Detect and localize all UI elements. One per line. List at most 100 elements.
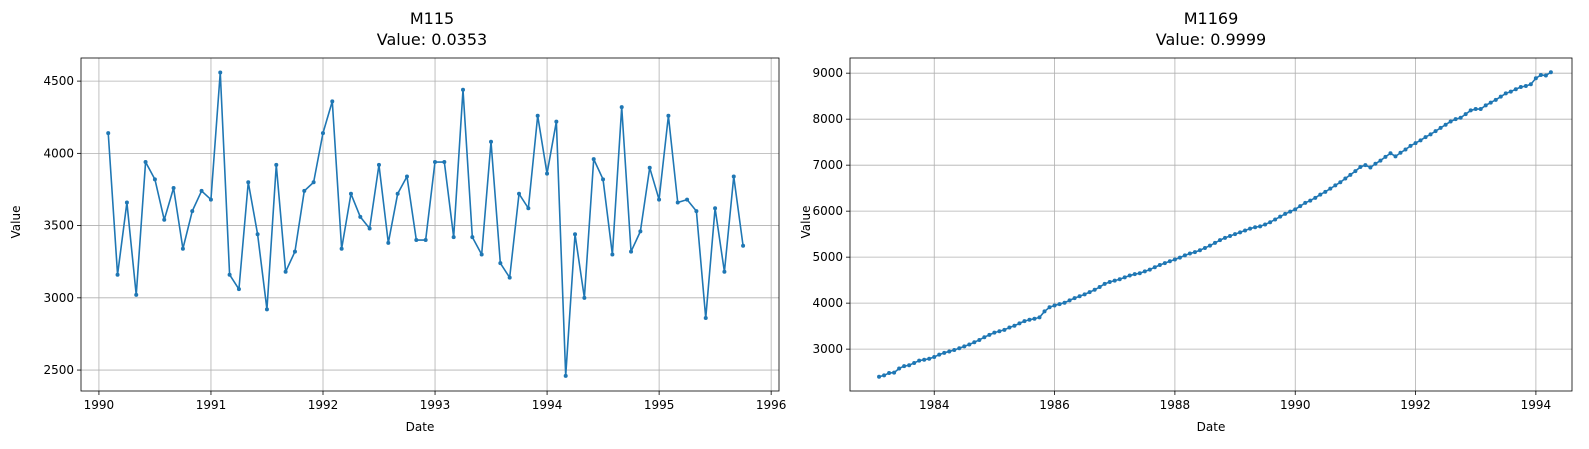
data-point <box>685 197 690 202</box>
y-tick-label: 4500 <box>43 74 74 88</box>
data-point <box>1182 253 1187 258</box>
data-point <box>1152 265 1157 270</box>
data-point <box>1167 259 1172 264</box>
data-point <box>1353 169 1358 174</box>
data-point <box>255 232 260 237</box>
data-point <box>1273 217 1278 222</box>
data-point <box>1042 309 1047 314</box>
data-point <box>414 238 419 243</box>
data-point <box>1318 192 1323 197</box>
data-point <box>917 358 922 363</box>
data-point <box>1228 234 1233 238</box>
data-point <box>947 349 952 354</box>
data-point <box>302 188 307 193</box>
chart-title: M115 <box>410 9 454 28</box>
data-point <box>1548 70 1553 75</box>
data-point <box>713 206 718 211</box>
data-point <box>1278 214 1283 219</box>
x-tick-label: 1984 <box>919 398 950 412</box>
axes-frame <box>849 57 1573 392</box>
data-point <box>1007 325 1012 330</box>
data-point <box>882 373 887 378</box>
data-point <box>741 243 746 248</box>
data-point <box>507 275 512 280</box>
data-point <box>1062 300 1067 305</box>
data-point <box>1132 272 1137 277</box>
data-point <box>535 113 540 118</box>
x-tick-label: 1995 <box>644 398 675 412</box>
data-point <box>1147 267 1152 272</box>
data-point <box>199 188 204 193</box>
data-point <box>1388 151 1393 156</box>
data-point <box>591 157 596 162</box>
x-tick-label: 1992 <box>308 398 339 412</box>
data-point <box>1298 204 1303 209</box>
data-point <box>442 160 447 165</box>
data-point <box>115 272 120 277</box>
data-point <box>339 246 344 251</box>
data-point <box>1217 238 1222 243</box>
data-point <box>106 131 111 136</box>
data-point <box>1308 198 1313 203</box>
data-point <box>517 191 522 196</box>
data-point <box>1122 275 1127 280</box>
x-tick-label: 1990 <box>1280 398 1311 412</box>
data-point <box>922 357 927 362</box>
data-point <box>1172 257 1177 262</box>
data-point <box>526 206 531 211</box>
data-point <box>395 191 400 196</box>
y-axis-label: Value <box>799 206 813 239</box>
data-point <box>479 252 484 257</box>
data-point <box>171 186 176 191</box>
x-tick-label: 1994 <box>1521 398 1552 412</box>
data-point <box>972 340 977 345</box>
data-point <box>1443 122 1448 127</box>
y-tick-label: 4000 <box>812 296 843 310</box>
data-point <box>907 363 912 368</box>
data-point <box>1368 165 1373 170</box>
x-tick-label: 1986 <box>1039 398 1070 412</box>
data-point <box>1438 125 1443 130</box>
data-point <box>1418 138 1423 143</box>
data-point <box>246 180 251 185</box>
data-point <box>937 352 942 357</box>
data-point <box>902 364 907 369</box>
data-point <box>582 295 587 300</box>
data-point <box>601 177 606 182</box>
data-point <box>180 246 185 251</box>
data-point <box>657 197 662 202</box>
data-point <box>1458 115 1463 120</box>
y-tick-label: 3000 <box>812 342 843 356</box>
data-point <box>134 292 139 297</box>
data-point <box>619 105 624 110</box>
data-point <box>932 354 937 359</box>
data-point <box>638 229 643 234</box>
data-point <box>451 235 456 240</box>
data-point <box>236 287 241 292</box>
x-tick-label: 1994 <box>532 398 563 412</box>
data-point <box>1338 180 1343 185</box>
data-point <box>292 249 297 254</box>
data-point <box>942 350 947 355</box>
x-tick-label: 1996 <box>756 398 787 412</box>
x-tick-label: 1991 <box>196 398 227 412</box>
data-point <box>1253 225 1258 230</box>
data-point <box>1488 100 1493 105</box>
data-point <box>124 200 129 205</box>
y-axis-label: Value <box>9 206 23 239</box>
data-point <box>1097 285 1102 290</box>
data-point <box>1268 220 1273 225</box>
data-point <box>629 249 634 254</box>
y-tick-label: 2500 <box>43 363 74 377</box>
data-point <box>1478 107 1483 112</box>
data-point <box>1358 165 1363 170</box>
data-point <box>1017 321 1022 326</box>
data-point <box>1508 89 1513 94</box>
data-point <box>1293 207 1298 212</box>
data-point <box>1162 261 1167 266</box>
data-point <box>1413 141 1418 146</box>
data-point <box>1323 189 1328 194</box>
data-point <box>274 162 279 167</box>
data-point <box>1463 112 1468 117</box>
